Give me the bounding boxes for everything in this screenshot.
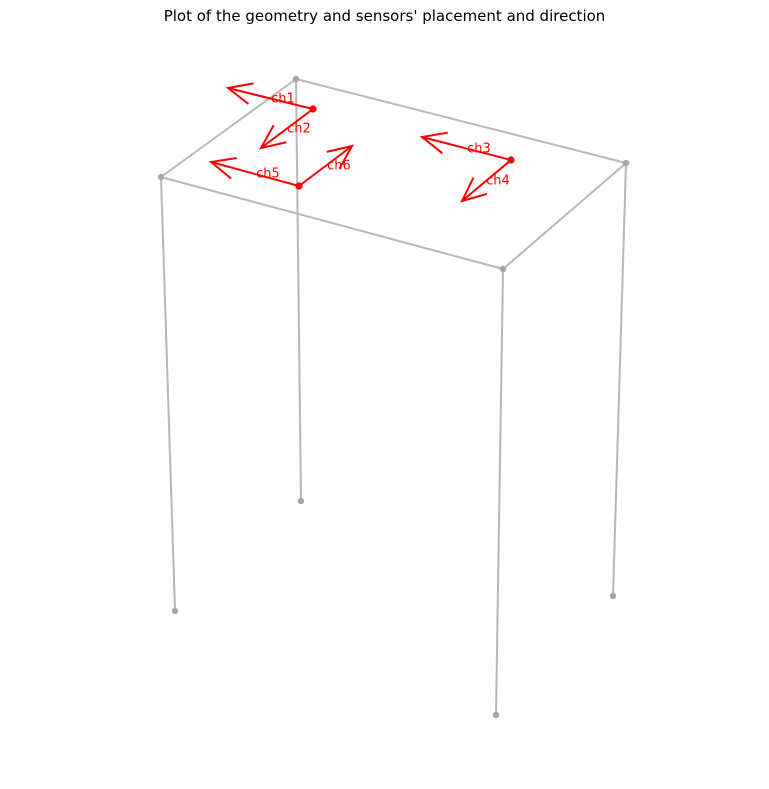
sensor-arrowhead-ch4 [460, 177, 488, 203]
floor-edge-3 [160, 176, 504, 270]
sensor-label-ch5: ch5 [256, 167, 280, 182]
sensor-label-ch1: ch1 [271, 92, 295, 107]
sensor-label-ch3: ch3 [467, 142, 491, 157]
sensor-arrow-ch1 [227, 87, 314, 110]
column-3 [495, 268, 504, 716]
column-2 [160, 176, 176, 612]
sensor-label-ch6: ch6 [327, 159, 351, 174]
sensor-arrow-ch6 [298, 145, 353, 187]
sensor-arrowhead-ch5 [208, 157, 237, 180]
sensor-arrowhead-ch6 [326, 144, 354, 170]
sensor-arrowhead-ch1 [225, 82, 254, 105]
sensor-label-ch4: ch4 [486, 174, 510, 189]
frame-node [609, 592, 617, 600]
frame-node [157, 173, 165, 181]
column-1 [295, 78, 302, 502]
frame-node [492, 711, 500, 719]
frame-node [297, 497, 305, 505]
floor-edge-4 [160, 78, 297, 178]
sensor-arrow-ch2 [260, 108, 314, 149]
sensor-arrow-ch5 [210, 161, 300, 187]
frame-node [622, 159, 630, 167]
sensor-label-ch2: ch2 [287, 122, 311, 137]
sensor-arrow-ch4 [461, 159, 512, 202]
sensor-arrow-ch3 [421, 136, 512, 161]
floor-edge-1 [295, 78, 627, 164]
plot-title: Plot of the geometry and sensors' placem… [163, 7, 606, 25]
frame-node [499, 265, 507, 273]
frame-node [292, 75, 300, 83]
sensor-point-2 [507, 156, 515, 164]
frame-node [171, 607, 179, 615]
sensor-arrowhead-ch3 [419, 131, 448, 154]
column-4 [612, 162, 627, 597]
sensor-point-1 [309, 105, 317, 113]
sensor-arrowhead-ch2 [259, 124, 287, 150]
sensor-point-3 [295, 182, 303, 190]
floor-edge-2 [502, 162, 627, 270]
